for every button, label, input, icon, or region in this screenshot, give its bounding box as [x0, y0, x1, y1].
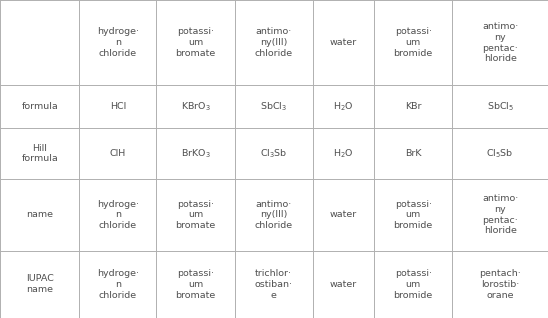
Text: H$_2$O: H$_2$O: [333, 147, 353, 160]
Text: trichlor·
ostiban·
e: trichlor· ostiban· e: [255, 269, 293, 300]
Text: antimo·
ny(III)
chloride: antimo· ny(III) chloride: [255, 199, 293, 230]
Text: SbCl$_5$: SbCl$_5$: [487, 100, 513, 113]
Text: Hill
formula: Hill formula: [21, 144, 58, 163]
Text: SbCl$_3$: SbCl$_3$: [260, 100, 287, 113]
Text: IUPAC
name: IUPAC name: [26, 274, 54, 294]
Text: potassi·
um
bromide: potassi· um bromide: [393, 269, 433, 300]
Text: antimo·
ny(III)
chloride: antimo· ny(III) chloride: [255, 27, 293, 58]
Text: KBrO$_3$: KBrO$_3$: [181, 100, 210, 113]
Text: BrK: BrK: [405, 149, 421, 158]
Text: BrKO$_3$: BrKO$_3$: [181, 147, 210, 160]
Text: H$_2$O: H$_2$O: [333, 100, 353, 113]
Text: name: name: [26, 210, 53, 219]
Text: ClH: ClH: [110, 149, 126, 158]
Text: water: water: [330, 38, 357, 47]
Text: hydroge·
n
chloride: hydroge· n chloride: [97, 27, 139, 58]
Text: formula: formula: [21, 102, 58, 111]
Text: Cl$_3$Sb: Cl$_3$Sb: [260, 147, 287, 160]
Text: water: water: [330, 210, 357, 219]
Text: potassi·
um
bromate: potassi· um bromate: [175, 269, 215, 300]
Text: potassi·
um
bromide: potassi· um bromide: [393, 199, 433, 230]
Text: HCl: HCl: [110, 102, 126, 111]
Text: potassi·
um
bromide: potassi· um bromide: [393, 27, 433, 58]
Text: potassi·
um
bromate: potassi· um bromate: [175, 199, 215, 230]
Text: pentach·
lorostib·
orane: pentach· lorostib· orane: [480, 269, 521, 300]
Text: potassi·
um
bromate: potassi· um bromate: [175, 27, 215, 58]
Text: hydroge·
n
chloride: hydroge· n chloride: [97, 269, 139, 300]
Text: hydroge·
n
chloride: hydroge· n chloride: [97, 199, 139, 230]
Text: KBr: KBr: [405, 102, 421, 111]
Text: antimo·
ny
pentac·
hloride: antimo· ny pentac· hloride: [482, 22, 518, 63]
Text: antimo·
ny
pentac·
hloride: antimo· ny pentac· hloride: [482, 194, 518, 235]
Text: water: water: [330, 280, 357, 289]
Text: Cl$_5$Sb: Cl$_5$Sb: [487, 147, 514, 160]
